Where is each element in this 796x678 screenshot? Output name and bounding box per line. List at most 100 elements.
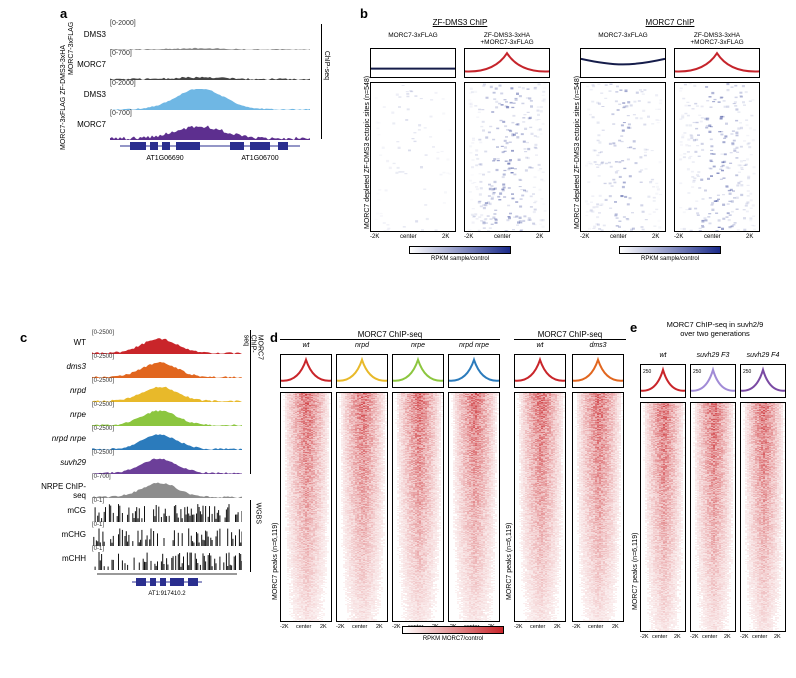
b-xt1: -2K (370, 234, 379, 240)
c-svg (92, 432, 242, 450)
b-scale-l: RPKM sample/control (370, 246, 550, 262)
col-label: dms3 (572, 342, 624, 349)
col-avg (336, 354, 388, 388)
b-avg-l1 (370, 48, 456, 78)
col-heat (392, 392, 444, 622)
col-avg (392, 354, 444, 388)
b-sub-l2: ZF-DMS3-3xHA +MORC7-3xFLAG (464, 32, 550, 46)
col-label: suvh29 F4 (740, 352, 786, 359)
a-gene-model: AT1G06690 AT1G06700 (110, 140, 310, 164)
c-bracket-bot (250, 500, 251, 572)
c-track: WT [0-2500] (40, 330, 260, 354)
c-svg (92, 408, 242, 426)
b-xt4: -2K (464, 234, 473, 240)
label-d: d (270, 330, 278, 345)
b-heat-r1 (580, 82, 666, 232)
a-bracket (321, 24, 322, 139)
c-label: dms3 (40, 362, 86, 371)
label-e: e (630, 320, 637, 335)
col-avg (448, 354, 500, 388)
b-sub-r1: MORC7-3xFLAG (580, 32, 666, 39)
c-track: mCG [0-1] (40, 498, 260, 522)
a-track-svg (110, 88, 310, 110)
col-heat (572, 392, 624, 622)
b-xt5: center (494, 234, 511, 240)
col-label: wt (640, 352, 686, 359)
c-right-top: MORC7 ChIP-seq (242, 335, 263, 360)
col-label: wt (514, 342, 566, 349)
col-avg (572, 354, 624, 388)
c-track: nrpd nrpe [0-2500] (40, 426, 260, 450)
b-sub-l1: MORC7-3xFLAG (370, 32, 456, 39)
a-track-label: MORC7 (70, 60, 106, 69)
col-avg (280, 354, 332, 388)
b-heat-l2 (464, 82, 550, 232)
svg-text:AT1G06700: AT1G06700 (241, 155, 278, 162)
d-rule-l (280, 339, 500, 340)
col-avg: 250 (690, 364, 736, 398)
d-ylabel1: MORC7 peaks (n=6,119) (272, 523, 279, 601)
d-rule-r (514, 339, 626, 340)
col-avg (514, 354, 566, 388)
b-avg-l2 (464, 48, 550, 78)
col-label: suvh29 F3 (690, 352, 736, 359)
d-ylabel2: MORC7 peaks (n=6,119) (506, 523, 513, 601)
b-sub-r2: ZF-DMS3-3xHA +MORC7-3xFLAG (674, 32, 760, 46)
a-track-svg (110, 58, 310, 80)
svg-text:AT1G06690: AT1G06690 (146, 155, 183, 162)
a-track-range: [0-2000] (110, 20, 136, 27)
label-c: c (20, 330, 27, 345)
label-b: b (360, 6, 368, 21)
a-track-row: MORC7 [0-700] (110, 50, 310, 80)
c-track: dms3 [0-2500] (40, 354, 260, 378)
label-a: a (60, 6, 67, 21)
col-label: nrpe (392, 342, 444, 349)
c-right-bot: WGBS (254, 503, 261, 524)
b-xt3: 2K (442, 234, 449, 240)
b-avg-r1 (580, 48, 666, 78)
col-avg: 250 (640, 364, 686, 398)
c-svg (92, 336, 242, 354)
col-label: nrpd (336, 342, 388, 349)
c-label: WT (40, 338, 86, 347)
a-track-label: DMS3 (70, 30, 106, 39)
c-svg (92, 384, 242, 402)
b-heat-r2 (674, 82, 760, 232)
c-label: nrpd nrpe (40, 434, 86, 443)
c-label: suvh29 (40, 458, 86, 467)
c-track: suvh29 [0-2500] (40, 450, 260, 474)
b-xt2: center (400, 234, 417, 240)
c-label: nrpd (40, 386, 86, 395)
c-track: mCHH [0-1] (40, 546, 260, 570)
c-track: nrpe [0-2500] (40, 402, 260, 426)
panel-c: WT [0-2500] dms3 [0-2500] nrpd [0-2500] … (40, 330, 260, 596)
b-ylabel-l: MORC7 depleted ZF-DMS3 ectopic sites (n=… (364, 76, 371, 229)
a-track-range: [0-2000] (110, 80, 136, 87)
c-svg (92, 360, 242, 378)
col-heat (514, 392, 566, 622)
col-label: wt (280, 342, 332, 349)
col-heat (740, 402, 786, 632)
a-track-row: DMS3 [0-2000] (110, 80, 310, 110)
b-title-left: ZF-DMS3 ChIP (370, 18, 550, 27)
c-track: mCHG [0-1] (40, 522, 260, 546)
c-track: NRPE ChIP-seq [0-700] (40, 474, 260, 498)
d-title-r: MORC7 ChIP-seq (514, 330, 626, 339)
a-track-label: DMS3 (70, 90, 106, 99)
col-heat (448, 392, 500, 622)
col-heat (690, 402, 736, 632)
a-track-row: DMS3 [0-2000] (110, 20, 310, 50)
b-scale-r: RPKM sample/control (580, 246, 760, 262)
c-label: mCG (40, 506, 86, 515)
col-heat (336, 392, 388, 622)
a-track-svg (110, 28, 310, 50)
col-label: nrpd nrpe (448, 342, 500, 349)
col-avg: 250 (740, 364, 786, 398)
c-svg (92, 528, 242, 546)
a-track-row: MORC7 [0-700] (110, 110, 310, 140)
b-xt6: 2K (536, 234, 543, 240)
panel-e: MORC7 ChIP-seq in suvh2/9 over two gener… (640, 320, 790, 652)
c-label: mCHG (40, 530, 86, 539)
a-chipseq-label: ChIP-seq (323, 51, 330, 80)
a-track-range: [0-700] (110, 50, 132, 57)
